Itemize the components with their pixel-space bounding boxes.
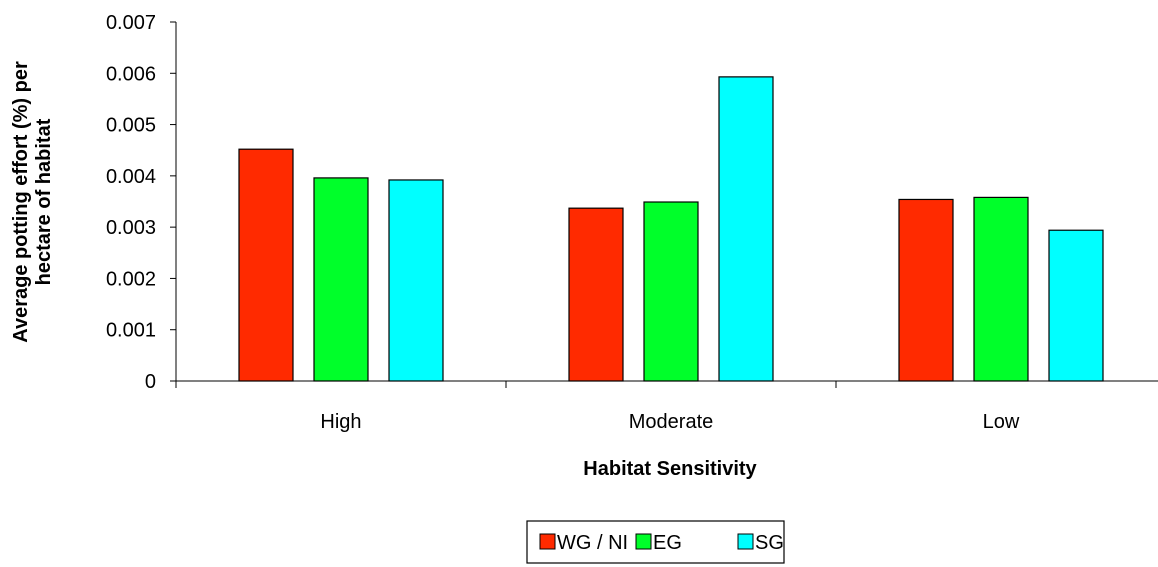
bar-sg-low: [1048, 229, 1104, 382]
y-tick-label: 0.004: [106, 166, 156, 188]
y-tick-label: 0: [145, 371, 156, 393]
legend-label: EG: [653, 532, 682, 554]
legend-swatch: [737, 533, 754, 550]
legend-swatch: [635, 533, 652, 550]
y-tick-label: 0.006: [106, 63, 156, 85]
x-tick-label: Moderate: [629, 411, 714, 433]
bar-eg-low: [973, 196, 1029, 382]
y-axis-title: Average potting effort (%) per hectare o…: [10, 61, 55, 343]
y-tick-label: 0.001: [106, 320, 156, 342]
plot-area: 0 0.001 0.002 0.003 0.004 0.005 0.006 0.007 High…: [106, 12, 1158, 433]
y-axis-title-line-2: hectare of habitat: [33, 118, 55, 285]
bar-wg-ni-low: [898, 198, 954, 382]
y-tick-label: 0.007: [106, 12, 156, 34]
legend-label: SG: [755, 532, 784, 554]
legend-label: WG / NI: [557, 532, 628, 554]
bar-wg-ni-high: [238, 148, 294, 382]
y-tick-label: 0.003: [106, 217, 156, 239]
legend-swatch: [539, 533, 556, 550]
y-axis-title-line-1: Average potting effort (%) per: [10, 61, 32, 343]
bar-eg-moderate: [643, 201, 699, 382]
bar-sg-high: [388, 179, 444, 382]
x-tick-label: High: [320, 411, 361, 433]
y-axis-title-clip-mask: [0, 0, 80, 16]
bar-eg-high: [313, 177, 369, 382]
x-axis-title: Habitat Sensitivity: [583, 458, 757, 480]
bar-wg-ni-moderate: [568, 207, 624, 382]
x-tick-label: Low: [983, 411, 1020, 433]
y-tick-label: 0.002: [106, 268, 156, 290]
bar-sg-moderate: [718, 76, 774, 382]
y-tick-label: 0.005: [106, 115, 156, 137]
legend: WG / NI EG SG: [526, 520, 785, 564]
